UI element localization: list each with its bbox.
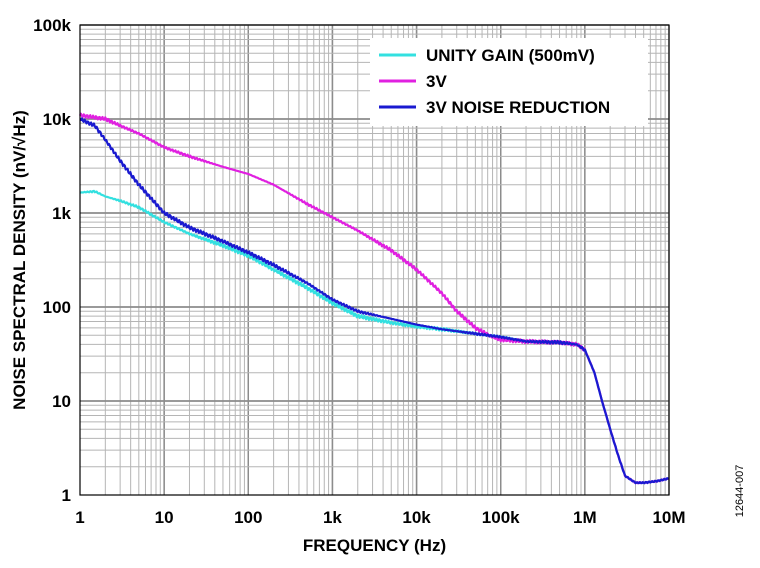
x-tick-label: 1k	[323, 508, 342, 527]
x-tick-labels: 1 10 100 1k 10k 100k 1M 10M	[75, 508, 685, 527]
series-lines	[78, 112, 670, 485]
y-tick-label: 1	[62, 486, 71, 505]
y-tick-label: 1k	[52, 204, 71, 223]
x-tick-label: 10k	[402, 508, 431, 527]
x-tick-label: 100	[234, 508, 262, 527]
legend-box	[370, 38, 648, 126]
y-tick-label: 100k	[33, 16, 71, 35]
y-tick-label: 10	[52, 392, 71, 411]
y-tick-label: 10k	[43, 110, 72, 129]
legend-entry: 3V NOISE REDUCTION	[426, 98, 610, 117]
x-tick-label: 100k	[482, 508, 520, 527]
y-axis-label: NOISE SPECTRAL DENSITY (nV/√Hz)	[10, 110, 29, 410]
y-tick-labels: 1 10 100 1k 10k 100k	[33, 16, 71, 505]
x-tick-label: 1	[75, 508, 84, 527]
x-tick-label: 10M	[652, 508, 685, 527]
x-tick-label: 10	[155, 508, 174, 527]
x-tick-label: 1M	[573, 508, 597, 527]
legend-entry: UNITY GAIN (500mV)	[426, 46, 595, 65]
series-line-2	[78, 112, 670, 485]
figure-id: 12644-007	[734, 465, 746, 518]
y-tick-label: 100	[43, 298, 71, 317]
legend-entry: 3V	[426, 72, 447, 91]
legend: UNITY GAIN (500mV) 3V 3V NOISE REDUCTION	[370, 38, 648, 126]
plot-frame	[79, 24, 670, 496]
x-axis-label: FREQUENCY (Hz)	[303, 536, 446, 555]
series-line-3	[79, 117, 670, 485]
